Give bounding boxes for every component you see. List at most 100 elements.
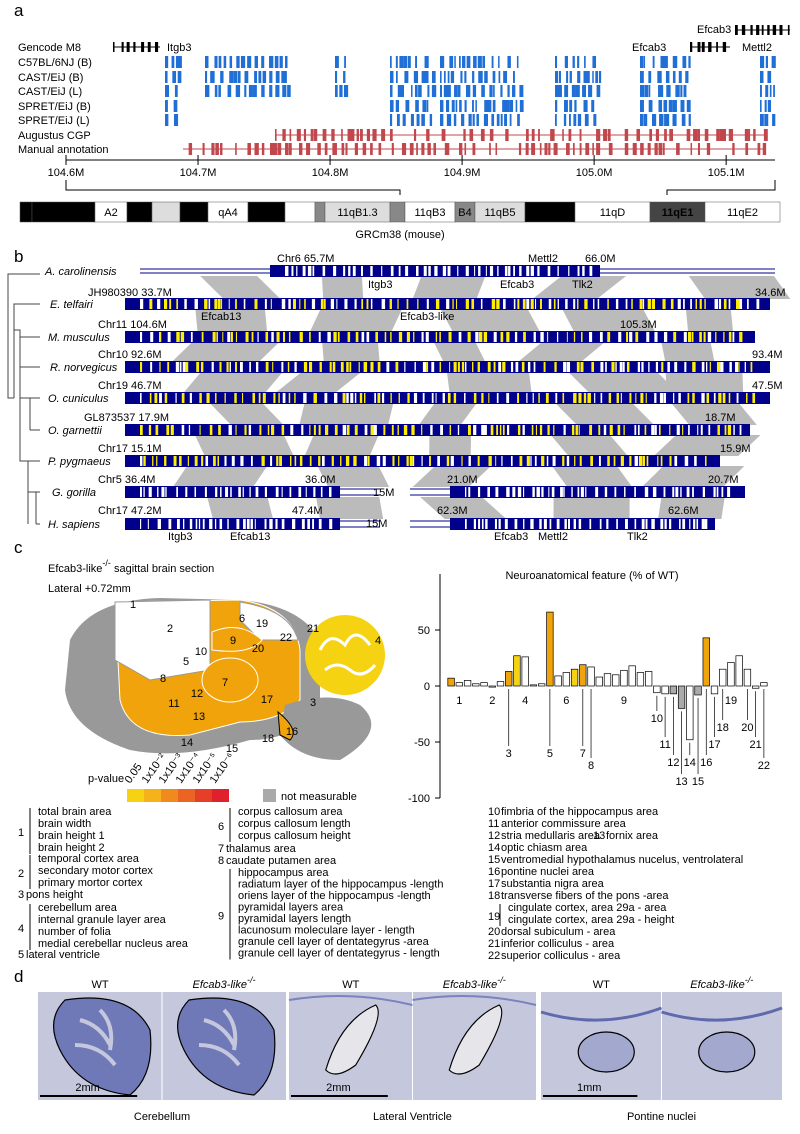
band-label: qA5 bbox=[256, 207, 277, 219]
exon bbox=[250, 456, 253, 466]
exon bbox=[495, 487, 499, 497]
exon bbox=[708, 425, 711, 435]
species-label: H. sapiens bbox=[48, 519, 100, 531]
exon bbox=[562, 456, 565, 466]
exon bbox=[504, 519, 508, 529]
gene-exon bbox=[716, 42, 718, 52]
synteny-ribbon bbox=[412, 276, 486, 299]
x-tick-label: 9 bbox=[621, 695, 627, 707]
feature-item: medial cerebellar nucleus area bbox=[38, 938, 189, 950]
exon bbox=[294, 456, 297, 466]
exon bbox=[320, 487, 323, 497]
exon bbox=[716, 362, 721, 372]
variant-exon bbox=[686, 100, 691, 112]
exon bbox=[506, 487, 510, 497]
feature-item: superior colliculus - area bbox=[501, 950, 621, 962]
exon bbox=[663, 487, 666, 497]
exon bbox=[577, 299, 579, 309]
exon bbox=[329, 519, 333, 529]
annotation-exon bbox=[544, 143, 548, 155]
genotype-sup: -/- bbox=[497, 975, 506, 985]
gene-label: Itgb3 bbox=[368, 279, 392, 291]
exon bbox=[313, 393, 317, 403]
synteny-ribbon bbox=[671, 403, 757, 425]
exon bbox=[208, 299, 211, 309]
exon bbox=[615, 362, 617, 372]
exon bbox=[583, 393, 587, 403]
feature-item: pons height bbox=[26, 889, 83, 901]
exon bbox=[457, 362, 460, 372]
annotation-exon bbox=[592, 143, 594, 155]
exon bbox=[383, 425, 386, 435]
coordinate-label: 15.9M bbox=[720, 443, 751, 455]
variant-exon bbox=[593, 114, 597, 126]
exon bbox=[709, 362, 711, 372]
variant-exon bbox=[390, 56, 392, 68]
annotation-exon bbox=[748, 129, 751, 141]
exon bbox=[211, 362, 214, 372]
variant-exon bbox=[512, 85, 516, 97]
exon bbox=[718, 299, 722, 309]
exon bbox=[173, 456, 177, 466]
annotation-exon bbox=[753, 129, 756, 141]
exon bbox=[214, 299, 218, 309]
variant-exon bbox=[555, 85, 560, 97]
variant-exon bbox=[764, 100, 767, 112]
annotation-exon bbox=[716, 129, 720, 141]
exon bbox=[641, 362, 644, 372]
exon bbox=[733, 425, 735, 435]
coordinate-label: 20.7M bbox=[708, 474, 739, 486]
variant-exon bbox=[205, 85, 210, 97]
annotation-exon bbox=[762, 143, 767, 155]
exon bbox=[750, 362, 753, 372]
exon bbox=[581, 332, 583, 342]
feature-item: substantia nigra area bbox=[501, 878, 605, 890]
exon bbox=[220, 299, 223, 309]
exon bbox=[345, 456, 350, 466]
annotation-exon bbox=[331, 129, 335, 141]
exon bbox=[654, 393, 657, 403]
annotation-exon bbox=[669, 129, 673, 141]
exon bbox=[635, 332, 639, 342]
exon bbox=[533, 332, 536, 342]
variant-exon bbox=[640, 71, 644, 83]
exon bbox=[728, 393, 731, 403]
scale-label: 104.9M bbox=[444, 167, 481, 179]
exon bbox=[264, 487, 267, 497]
exon bbox=[464, 362, 467, 372]
exon bbox=[616, 519, 618, 529]
exon bbox=[219, 519, 223, 529]
exon bbox=[589, 425, 593, 435]
legend-label: not measurable bbox=[281, 791, 357, 803]
exon bbox=[646, 456, 649, 466]
bar bbox=[496, 681, 505, 687]
annotation-exon bbox=[441, 129, 446, 141]
exon bbox=[175, 362, 179, 372]
variant-exon bbox=[457, 85, 461, 97]
exon bbox=[215, 487, 218, 497]
exon bbox=[333, 332, 337, 342]
exon bbox=[149, 299, 153, 309]
hippocampus bbox=[211, 627, 263, 652]
annotation-exon bbox=[347, 129, 352, 141]
exon bbox=[756, 299, 760, 309]
synteny-ribbon bbox=[172, 466, 268, 487]
exon bbox=[257, 332, 259, 342]
exon bbox=[680, 487, 682, 497]
variant-exon bbox=[760, 85, 762, 97]
exon bbox=[496, 425, 499, 435]
exon bbox=[594, 393, 596, 403]
exon bbox=[477, 456, 480, 466]
annotation-exon bbox=[378, 143, 382, 155]
synteny-ribbon bbox=[304, 435, 379, 456]
exon bbox=[270, 456, 273, 466]
variant-exon bbox=[476, 114, 479, 126]
variant-exon bbox=[405, 100, 410, 112]
exon bbox=[176, 299, 179, 309]
exon bbox=[514, 332, 518, 342]
annotation-exon bbox=[254, 143, 259, 155]
variant-exon bbox=[459, 100, 462, 112]
exon bbox=[674, 362, 678, 372]
variant-exon bbox=[415, 100, 419, 112]
exon bbox=[540, 332, 544, 342]
